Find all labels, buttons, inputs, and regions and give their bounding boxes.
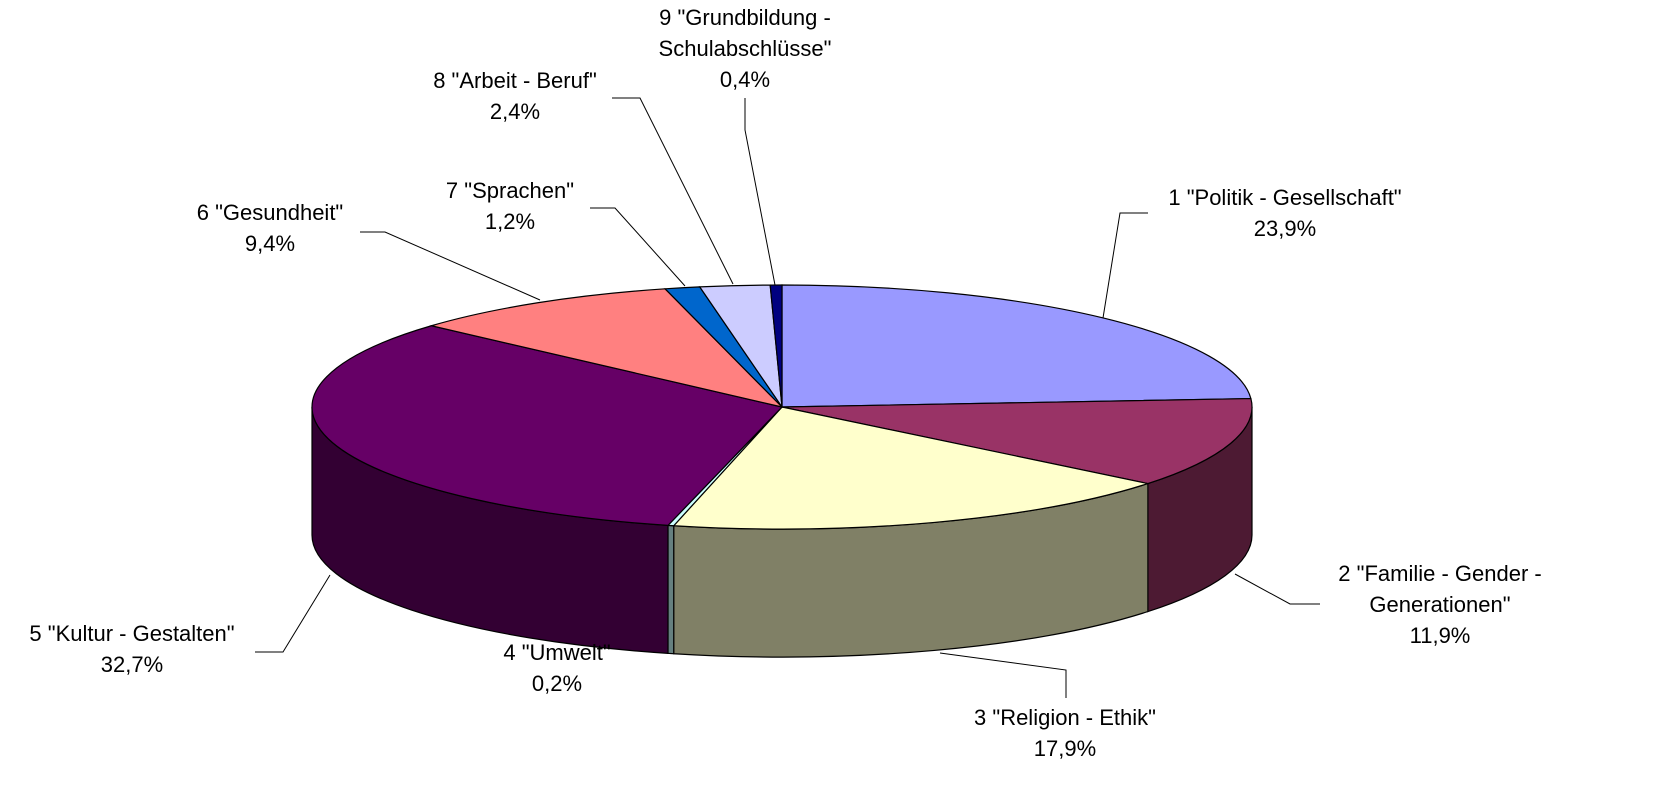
slice-top	[429, 288, 784, 409]
slice-label: 8 "Arbeit - Beruf" 2,4%	[385, 65, 645, 127]
value-label: 0,2%	[531, 671, 583, 696]
category-label: 8 "Arbeit - Beruf"	[433, 68, 597, 93]
value-label: 23,9%	[1253, 216, 1317, 241]
slice-top	[781, 284, 1252, 408]
value-label: 1,2%	[484, 209, 536, 234]
value-label: 9,4%	[244, 231, 296, 256]
category-label: 7 "Sprachen"	[445, 178, 575, 203]
slice-top	[781, 397, 1253, 485]
leader-line	[1102, 212, 1148, 319]
leader-line	[744, 98, 776, 286]
value-label: 11,9%	[1409, 623, 1471, 648]
category-label: 1 "Politik - Gesellschaft"	[1168, 185, 1402, 210]
slice-label: 4 "Umwelt" 0,2%	[457, 637, 657, 699]
value-label: 17,9%	[1033, 736, 1097, 761]
slice-side	[667, 524, 675, 655]
slice-label: 9 "Grundbildung - Schulabschlüsse" 0,4%	[615, 2, 875, 95]
slice-label: 7 "Sprachen" 1,2%	[400, 175, 620, 237]
slice-top	[769, 284, 783, 408]
slice-label: 2 "Familie - Gender - Generationen" 11,9%	[1295, 558, 1585, 651]
category-label: 3 "Religion - Ethik"	[974, 705, 1156, 730]
value-label: 2,4%	[489, 99, 541, 124]
slice-label: 5 "Kultur - Gestalten" 32,7%	[0, 618, 282, 680]
leader-line	[360, 231, 541, 301]
category-label: 4 "Umwelt"	[503, 640, 611, 665]
slice-label: 1 "Politik - Gesellschaft" 23,9%	[1095, 182, 1475, 244]
slice-top	[672, 406, 1151, 530]
leader-line	[939, 652, 1067, 698]
slice-label: 3 "Religion - Ethik" 17,9%	[915, 702, 1215, 764]
leader-line	[590, 207, 686, 287]
leader-line	[255, 574, 331, 653]
leader-line	[612, 97, 734, 285]
slice-top	[311, 325, 784, 526]
category-label: 6 "Gesundheit"	[196, 200, 344, 225]
leader-line	[1234, 573, 1320, 605]
category-label: 2 "Familie - Gender - Generationen"	[1338, 561, 1542, 617]
value-label: 0,4%	[719, 67, 771, 92]
value-label: 32,7%	[100, 652, 164, 677]
category-label: 5 "Kultur - Gestalten"	[29, 621, 235, 646]
slice-label: 6 "Gesundheit" 9,4%	[150, 197, 390, 259]
category-label: 9 "Grundbildung - Schulabschlüsse"	[658, 5, 832, 61]
